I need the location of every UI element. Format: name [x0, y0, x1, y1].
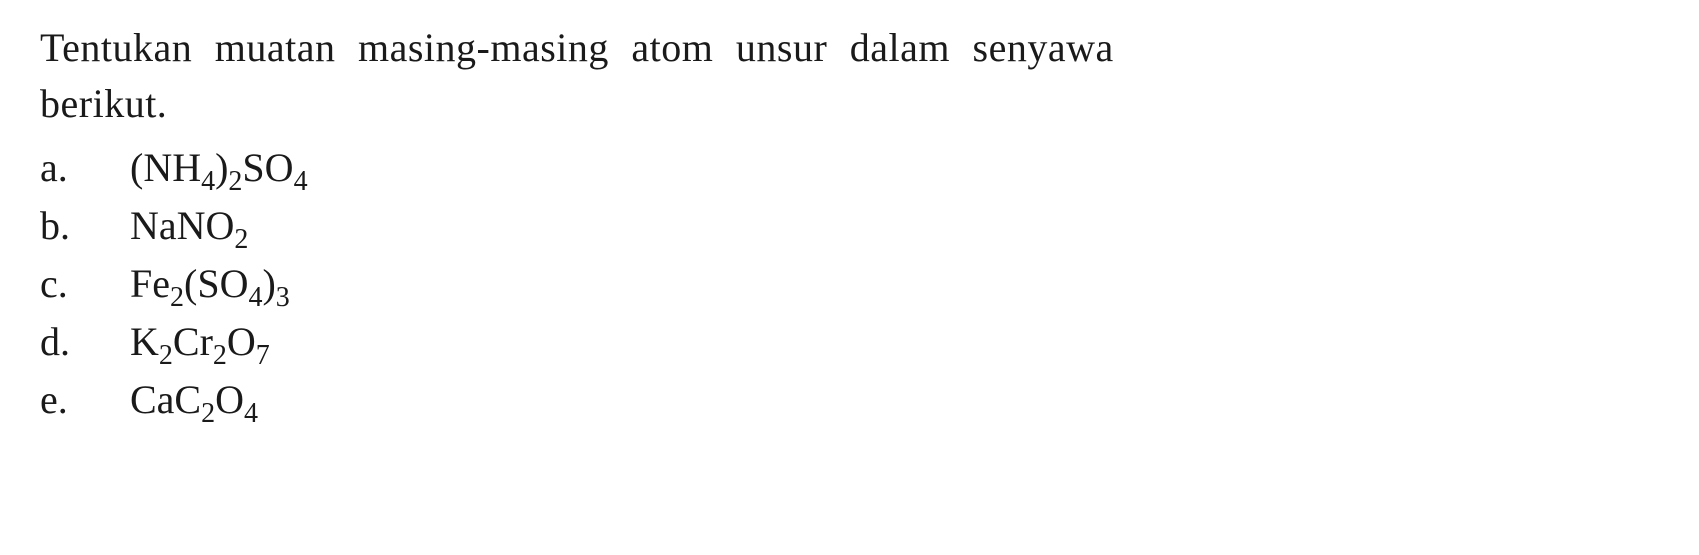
formula-d: K2Cr2O7 [130, 314, 270, 370]
formula-b: NaNO2 [130, 198, 248, 254]
list-item: b. NaNO2 [40, 198, 1659, 254]
formula-a: (NH4)2SO4 [130, 140, 308, 196]
list-item: a. (NH4)2SO4 [40, 140, 1659, 196]
item-label-e: e. [40, 372, 130, 428]
item-label-a: a. [40, 140, 130, 196]
formula-c: Fe2(SO4)3 [130, 256, 290, 312]
question-line-2: berikut. [40, 81, 167, 126]
item-label-c: c. [40, 256, 130, 312]
formula-e: CaC2O4 [130, 372, 258, 428]
item-label-b: b. [40, 198, 130, 254]
list-item: d. K2Cr2O7 [40, 314, 1659, 370]
question-prompt: Tentukan muatan masing-masing atom unsur… [40, 20, 1659, 132]
item-label-d: d. [40, 314, 130, 370]
list-item: e. CaC2O4 [40, 372, 1659, 428]
list-item: c. Fe2(SO4)3 [40, 256, 1659, 312]
answer-options-list: a. (NH4)2SO4 b. NaNO2 c. Fe2(SO4)3 d. K2… [40, 140, 1659, 428]
question-line-1: Tentukan muatan masing-masing atom unsur… [40, 25, 1114, 70]
